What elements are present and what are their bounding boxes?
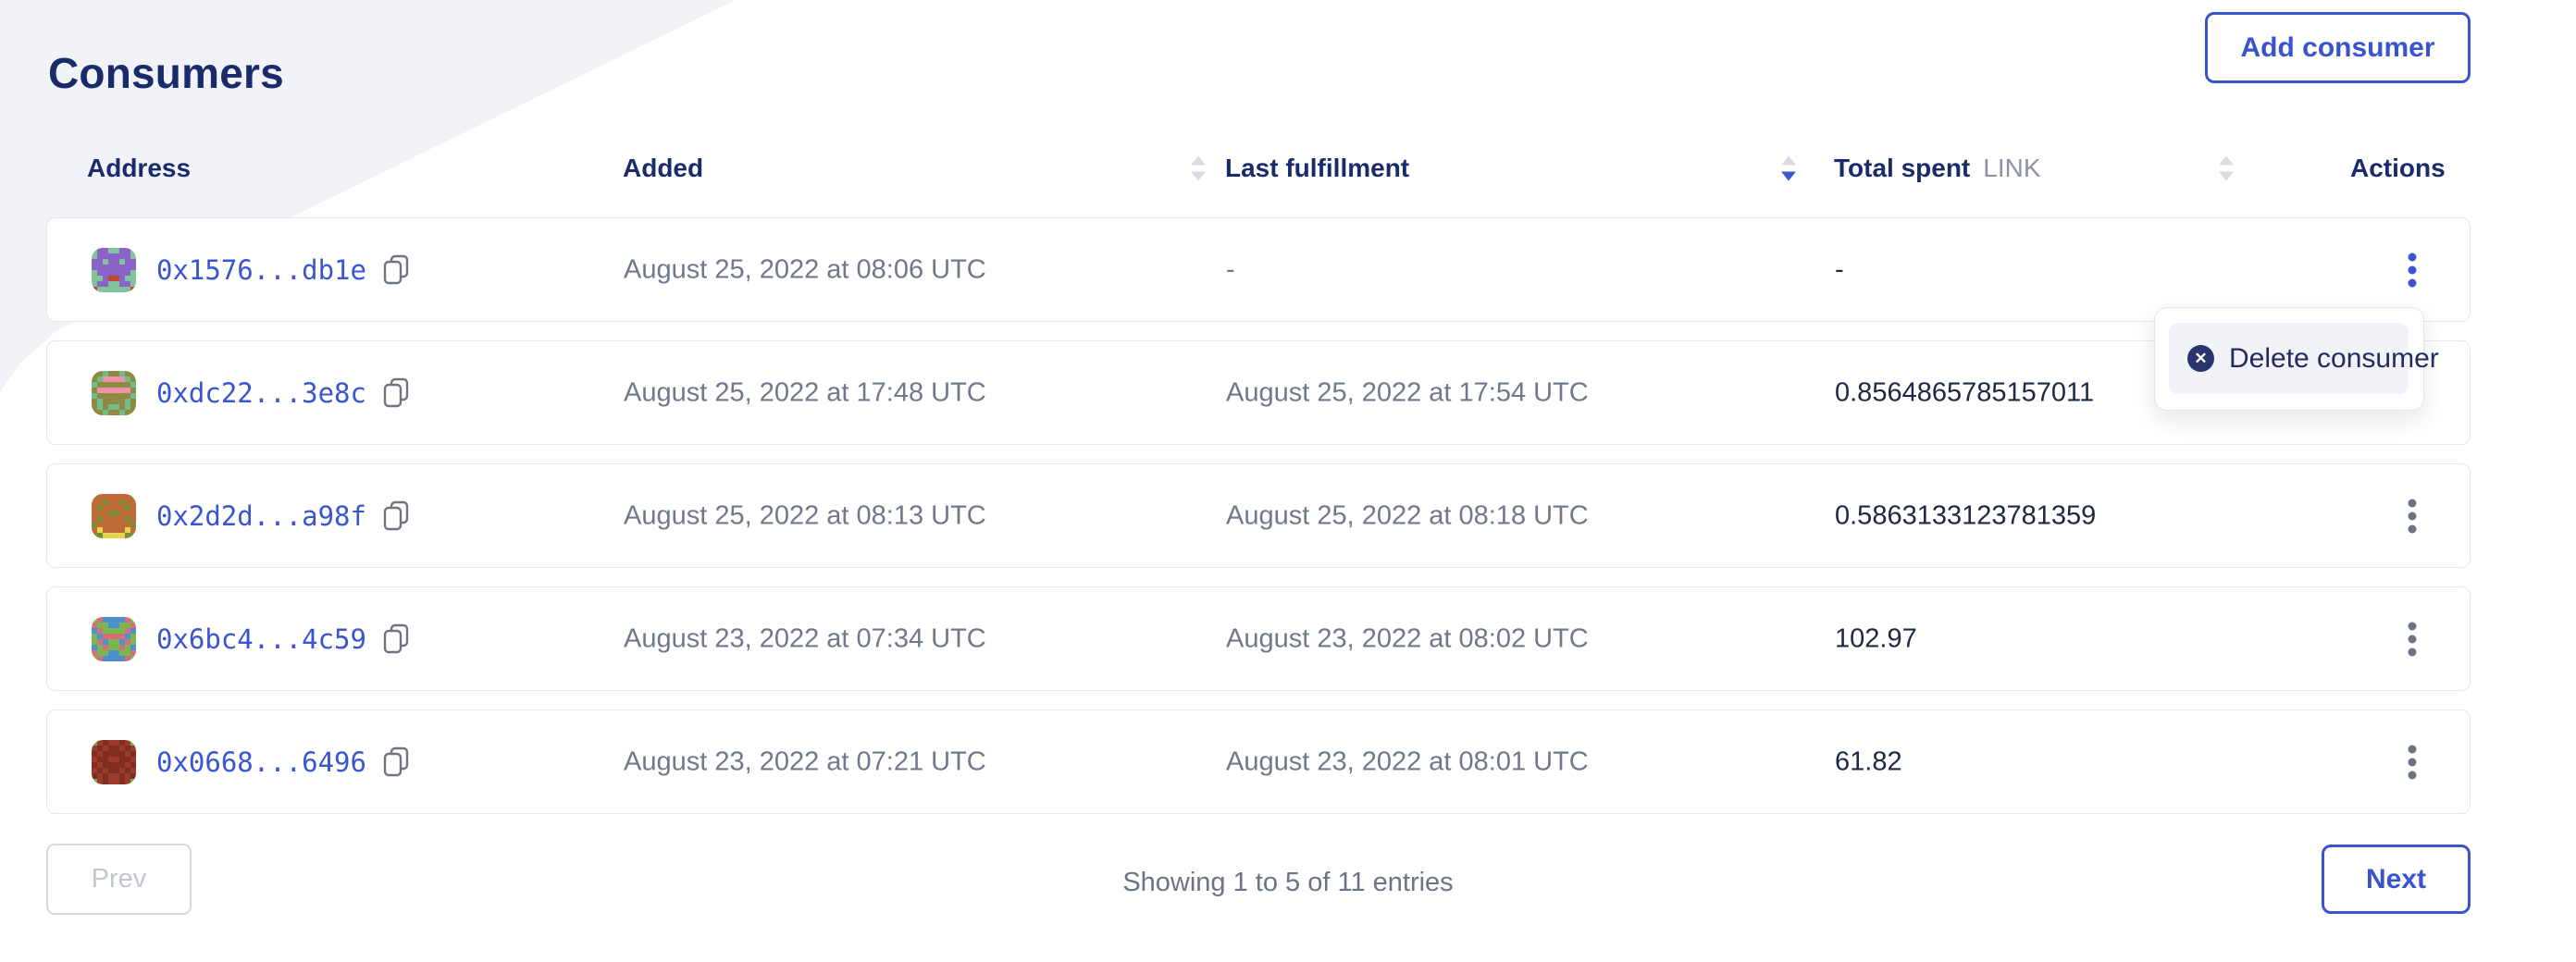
column-header-total-spent[interactable]: Total spent LINK: [1834, 154, 2041, 182]
row-actions-kebab[interactable]: [2379, 710, 2446, 813]
x-circle-icon: ✕: [2187, 345, 2214, 372]
table-row: 0x0668...6496 August 23, 2022 at 07:21 UT…: [46, 709, 2471, 814]
last-fulfillment-cell: August 25, 2022 at 08:18 UTC: [1226, 500, 1589, 530]
address-link[interactable]: 0xdc22...3e8c: [156, 376, 366, 409]
copy-address-icon[interactable]: [383, 623, 409, 654]
last-fulfillment-cell: August 23, 2022 at 08:01 UTC: [1226, 746, 1589, 776]
page-title: Consumers: [48, 49, 284, 97]
total-spent-cell: 0.5863133123781359: [1835, 500, 2097, 530]
address-link[interactable]: 0x1576...db1e: [156, 253, 366, 286]
prev-page-button[interactable]: Prev: [46, 844, 192, 915]
column-header-address: Address: [87, 154, 192, 182]
added-cell: August 25, 2022 at 17:48 UTC: [624, 377, 986, 407]
added-cell: August 25, 2022 at 08:13 UTC: [624, 500, 986, 530]
pagination-summary: Showing 1 to 5 of 11 entries: [1122, 868, 1454, 897]
copy-address-icon[interactable]: [383, 254, 409, 285]
address-identicon: [92, 370, 136, 415]
address-identicon: [92, 616, 136, 661]
last-fulfillment-cell: August 25, 2022 at 17:54 UTC: [1226, 377, 1589, 407]
total-spent-unit-label: LINK: [1983, 154, 2041, 182]
sort-icon-total-spent[interactable]: [2219, 155, 2234, 181]
table-row: 0x6bc4...4c59 August 23, 2022 at 07:34 UT…: [46, 586, 2471, 691]
next-page-button[interactable]: Next: [2322, 845, 2471, 914]
copy-address-icon[interactable]: [383, 377, 409, 408]
total-spent-cell: -: [1835, 254, 1844, 284]
table-row: 0x1576...db1e August 25, 2022 at 08:06 UT…: [46, 217, 2471, 322]
column-header-actions: Actions: [2350, 154, 2446, 182]
last-fulfillment-cell: -: [1226, 254, 1235, 284]
address-identicon: [92, 247, 136, 292]
copy-address-icon[interactable]: [383, 500, 409, 531]
total-spent-cell: 0.8564865785157011: [1835, 377, 2095, 407]
added-cell: August 23, 2022 at 07:34 UTC: [624, 623, 986, 653]
total-spent-cell: 102.97: [1835, 623, 1917, 653]
copy-address-icon[interactable]: [383, 746, 409, 777]
delete-consumer-menu-item[interactable]: ✕ Delete consumer: [2169, 323, 2439, 394]
sort-icon-added[interactable]: [1191, 155, 1206, 181]
table-row: 0xdc22...3e8c August 25, 2022 at 17:48 UT…: [46, 340, 2471, 445]
address-identicon: [92, 493, 136, 538]
address-link[interactable]: 0x0668...6496: [156, 746, 366, 778]
column-header-last-fulfillment[interactable]: Last fulfillment: [1225, 154, 1410, 182]
sort-icon-last-fulfillment-desc[interactable]: [1781, 155, 1796, 181]
last-fulfillment-cell: August 23, 2022 at 08:02 UTC: [1226, 623, 1589, 653]
row-actions-kebab[interactable]: [2379, 464, 2446, 567]
row-actions-kebab[interactable]: [2379, 218, 2446, 321]
add-consumer-button[interactable]: Add consumer: [2205, 12, 2471, 83]
table-row: 0x2d2d...a98f August 25, 2022 at 08:13 UT…: [46, 463, 2471, 568]
column-header-added[interactable]: Added: [623, 154, 704, 182]
address-link[interactable]: 0x2d2d...a98f: [156, 500, 366, 532]
row-action-menu: ✕ Delete consumer: [2154, 307, 2439, 411]
address-link[interactable]: 0x6bc4...4c59: [156, 623, 366, 655]
table-header: Address Added Last fulfillment Total spe…: [46, 139, 2471, 198]
address-identicon: [92, 739, 136, 784]
table-body: 0x1576...db1e August 25, 2022 at 08:06 UT…: [46, 217, 2471, 832]
added-cell: August 23, 2022 at 07:21 UTC: [624, 746, 986, 776]
delete-consumer-label: Delete consumer: [2229, 342, 2439, 374]
added-cell: August 25, 2022 at 08:06 UTC: [624, 254, 986, 284]
row-actions-kebab[interactable]: [2379, 587, 2446, 690]
total-spent-cell: 61.82: [1835, 746, 1902, 776]
